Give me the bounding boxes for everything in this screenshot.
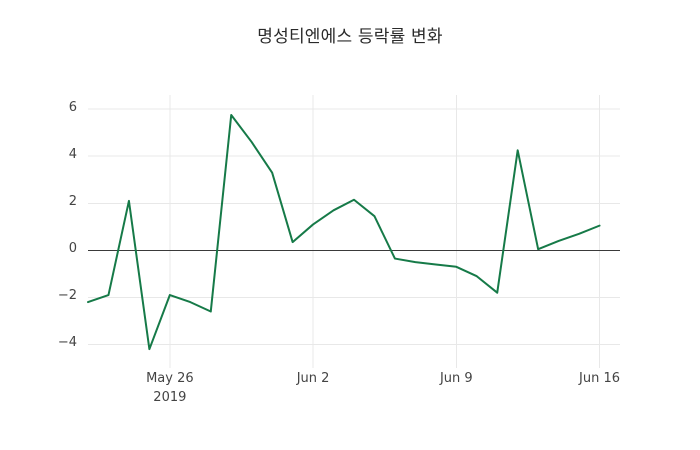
y-axis-tick-label: 0 (68, 241, 77, 257)
x-axis-tick-label: Jun 16 (579, 371, 621, 386)
x-axis-tick-label: Jun 2 (296, 371, 330, 386)
x-axis-tick-label: May 26 (146, 371, 194, 386)
chart-title: 명성티엔에스 등락률 변화 (257, 27, 443, 47)
y-axis-tick-label: −4 (57, 335, 77, 351)
data-series-line (87, 114, 601, 351)
y-axis-tick-label: −2 (57, 288, 77, 304)
y-axis-tick-label: 6 (68, 100, 77, 116)
y-axis-tick-label: 4 (68, 147, 77, 163)
x-axis-tick-label: Jun 9 (439, 371, 473, 386)
grid-lines (88, 95, 620, 368)
series-polyline (87, 114, 601, 351)
y-axis-tick-label: 2 (68, 194, 77, 210)
x-axis-tick-sublabel: 2019 (153, 390, 187, 405)
